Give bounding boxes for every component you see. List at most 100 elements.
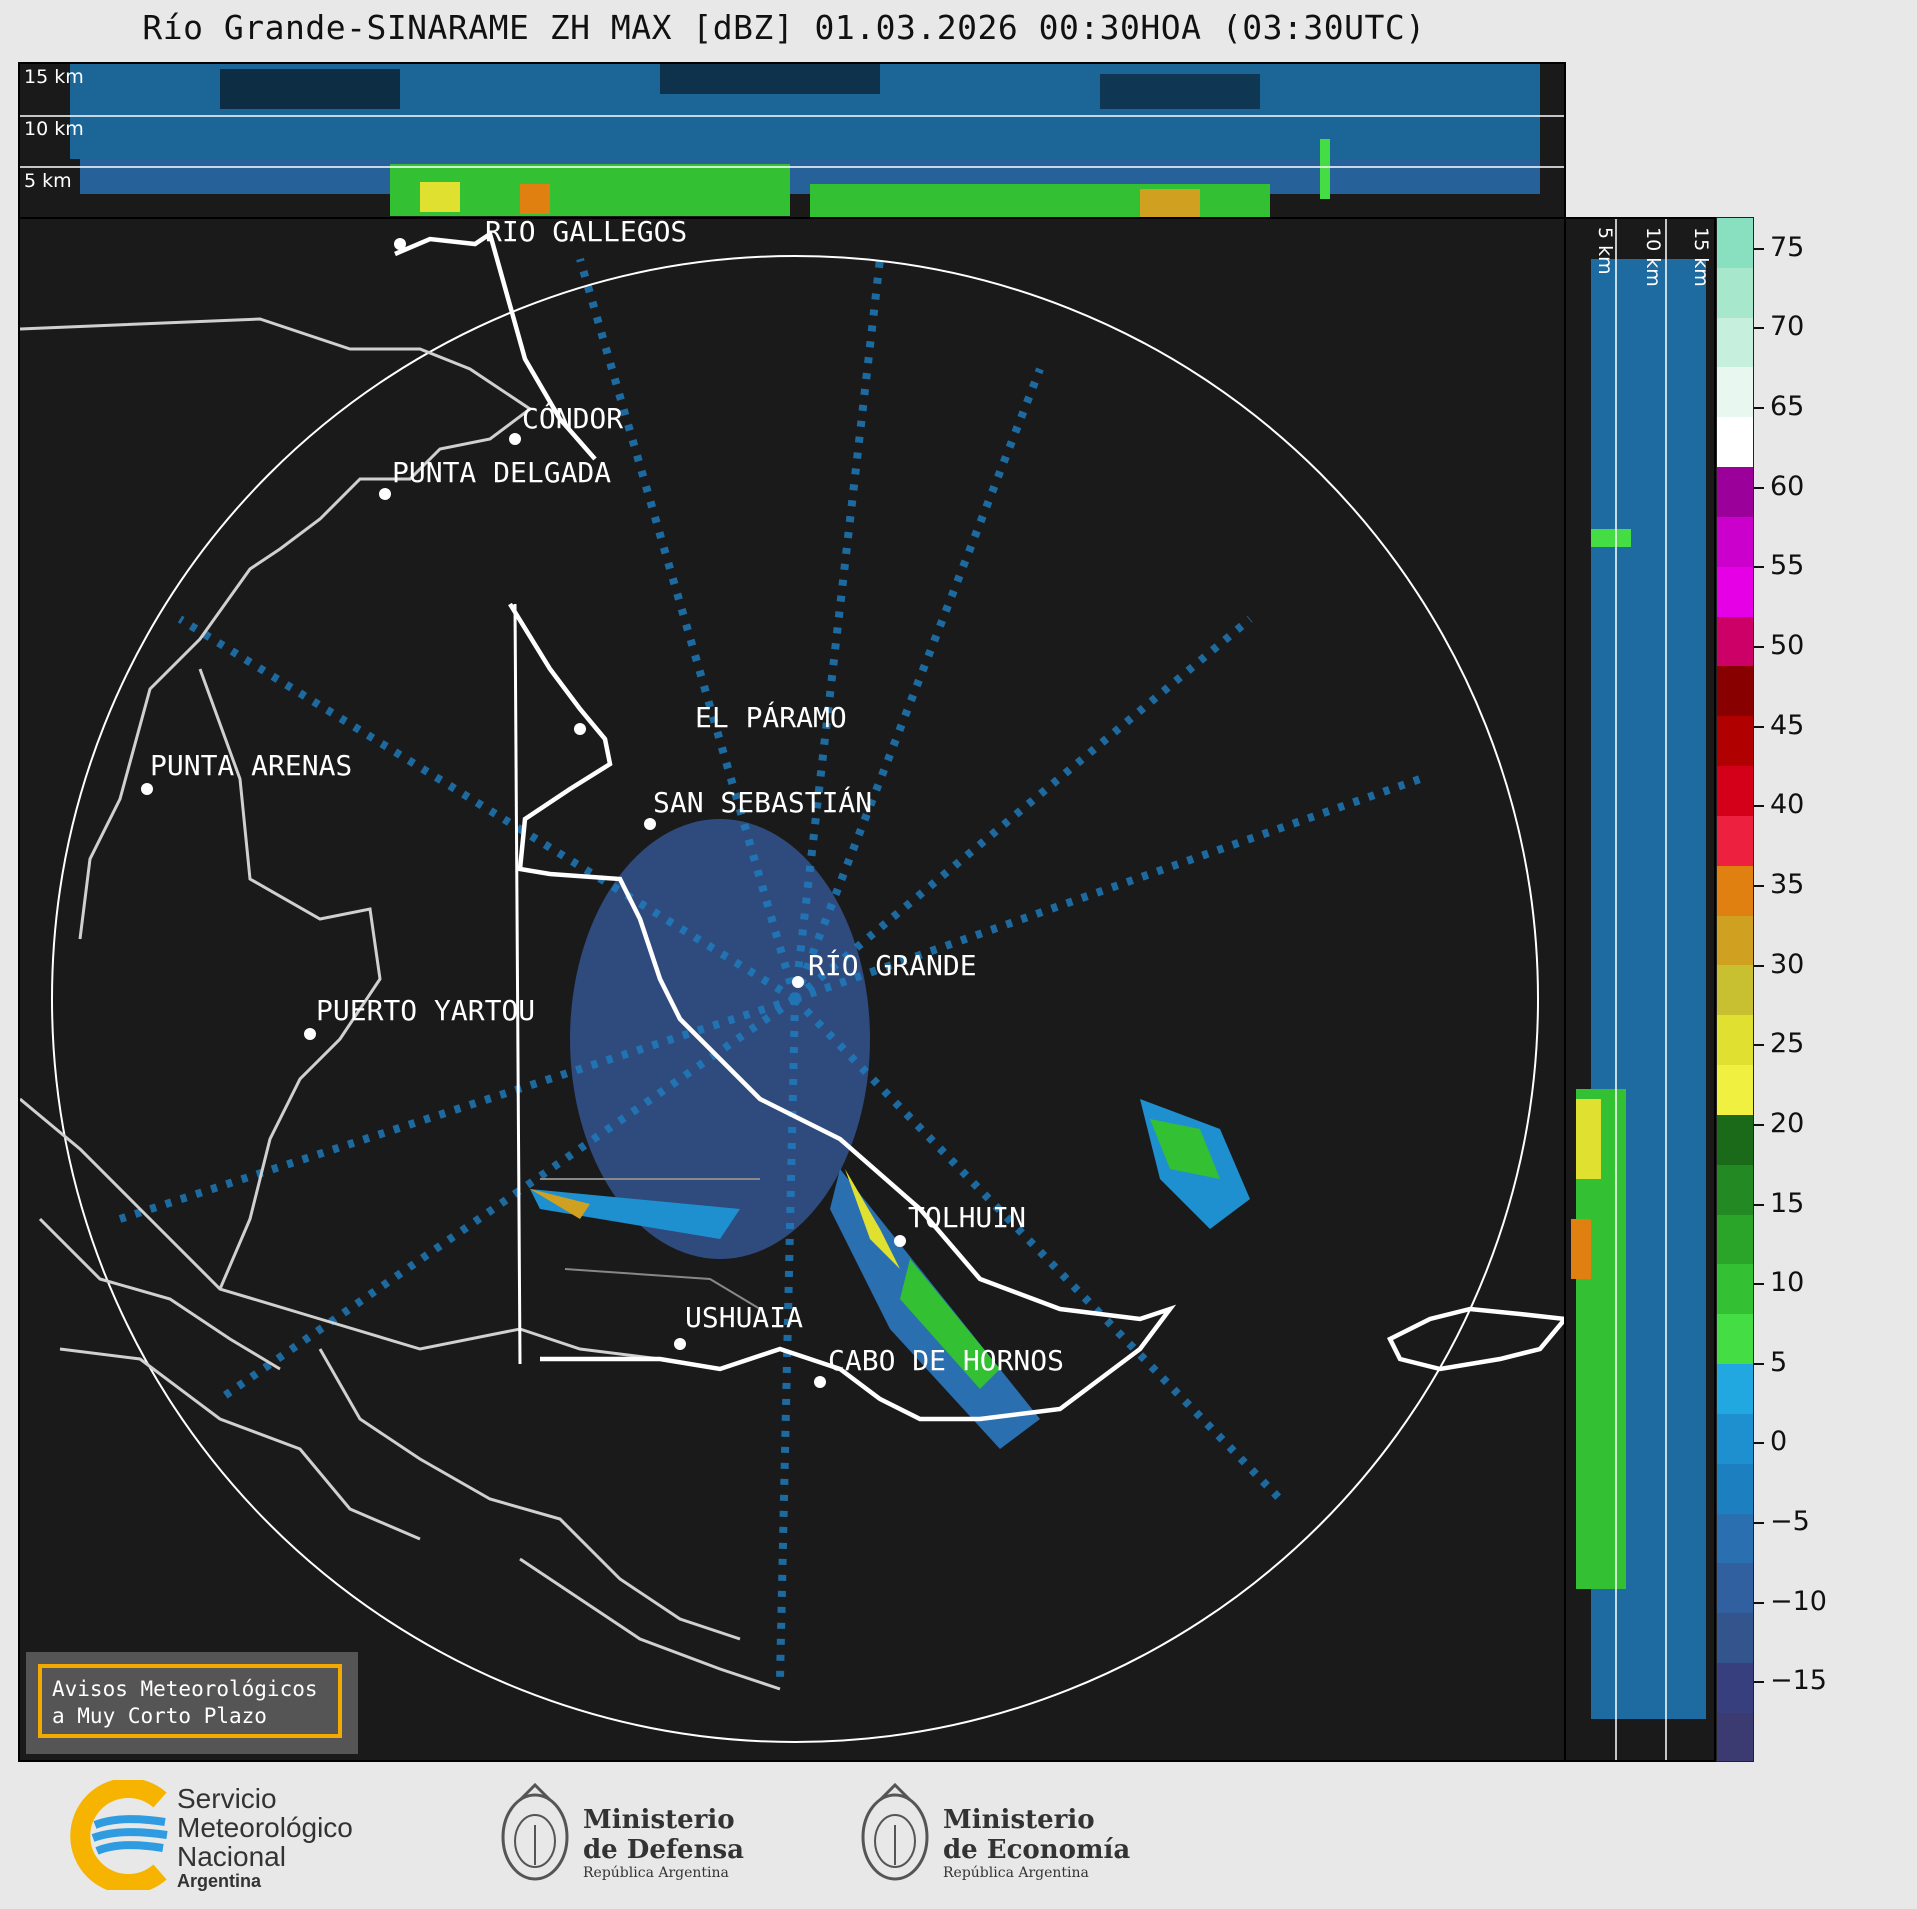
colorbar-tick [1754, 327, 1764, 330]
colorbar-tick [1754, 247, 1764, 250]
colorbar-tick-label: 45 [1770, 709, 1805, 741]
colorbar-swatch [1717, 965, 1753, 1016]
colorbar-tick [1754, 1283, 1764, 1286]
marker-punta-delgada [379, 488, 391, 500]
marker-san-sebastian [644, 818, 656, 830]
colorbar-tick [1754, 486, 1764, 489]
colorbar-tick-label: 0 [1770, 1426, 1788, 1458]
defensa-line-1: Ministerio [583, 1805, 735, 1835]
colorbar-tick-label: 60 [1770, 470, 1805, 502]
city-label-ushuaia: USHUAIA [685, 1301, 804, 1334]
colorbar-tick-label: 75 [1770, 231, 1805, 263]
colorbar-swatch [1717, 1364, 1753, 1414]
top-height-profile: 15 km 10 km 5 km [18, 62, 1566, 219]
defensa-logo: Ministerio de Defensa República Argentin… [495, 1775, 795, 1895]
city-label-rio-grande: RÍO GRANDE [808, 949, 977, 982]
city-label-el-paramo: EL PÁRAMO [695, 701, 847, 734]
colorbar-tick [1754, 805, 1764, 808]
notice-line-1: Avisos Meteorológicos [52, 1677, 318, 1701]
colorbar-swatch [1717, 666, 1753, 717]
marker-tolhuin [894, 1235, 906, 1247]
city-markers [141, 238, 906, 1388]
colorbar-tick-label: 30 [1770, 948, 1805, 980]
notice-line-2: a Muy Corto Plazo [52, 1704, 267, 1728]
smn-line-4: Argentina [177, 1871, 262, 1891]
economia-line-3: República Argentina [943, 1865, 1089, 1881]
colorbar-tick-label: 20 [1770, 1107, 1805, 1139]
range-ring [51, 255, 1539, 1743]
colorbar-tick-label: 35 [1770, 868, 1805, 900]
colorbar-swatch [1717, 1712, 1753, 1761]
colorbar-swatch [1717, 516, 1753, 567]
colorbar-tick [1754, 407, 1764, 410]
marker-ushuaia [674, 1338, 686, 1350]
colorbar-tick-label: −5 [1770, 1506, 1810, 1538]
colorbar-tick-label: 40 [1770, 789, 1805, 821]
colorbar-swatch [1717, 1314, 1753, 1365]
colorbar-swatch [1717, 1164, 1753, 1215]
smn-logo: Servicio Meteorológico Nacional Argentin… [55, 1780, 395, 1891]
city-label-cabo-de-hornos: CABO DE HORNOS [828, 1344, 1065, 1377]
colorbar-tick-label: 25 [1770, 1028, 1805, 1060]
colorbar-swatch [1717, 317, 1753, 368]
defensa-line-3: República Argentina [583, 1865, 729, 1881]
smn-line-2: Meteorológico [177, 1812, 353, 1843]
colorbar-tick [1754, 1522, 1764, 1525]
colorbar-tick [1754, 1203, 1764, 1206]
colorbar-swatch [1717, 766, 1753, 816]
notice-box[interactable]: Avisos Meteorológicos a Muy Corto Plazo [26, 1652, 358, 1754]
colorbar-tick-label: −15 [1770, 1665, 1827, 1697]
colorbar-swatch [1717, 1463, 1753, 1514]
marker-punta-arenas [141, 783, 153, 795]
colorbar-swatch [1717, 1264, 1753, 1315]
colorbar-tick [1754, 1601, 1764, 1604]
colorbar-swatch [1717, 467, 1753, 517]
height-label-15km: 15 km [24, 66, 84, 88]
height-label-5km: 5 km [24, 170, 72, 192]
city-label-punta-arenas: PUNTA ARENAS [150, 749, 353, 782]
city-label-puerto-yartou: PUERTO YARTOU [316, 994, 536, 1027]
colorbar-swatch [1717, 1214, 1753, 1265]
colorbar-swatch [1717, 417, 1753, 468]
colorbar-tick [1754, 1362, 1764, 1365]
city-label-san-sebastian: SAN SEBASTIÁN [653, 786, 873, 819]
colorbar-swatch [1717, 716, 1753, 767]
defensa-line-2: de Defensa [583, 1835, 744, 1865]
smn-logo-icon [70, 1780, 168, 1890]
colorbar-tick-label: 55 [1770, 550, 1805, 582]
colorbar-tick [1754, 1123, 1764, 1126]
colorbar-tick-label: −10 [1770, 1585, 1827, 1617]
colorbar-tick-label: 65 [1770, 391, 1805, 423]
coat-of-arms-icon [501, 1782, 569, 1881]
coat-of-arms-icon [861, 1782, 929, 1881]
economia-logo: Ministerio de Economía República Argenti… [855, 1775, 1175, 1895]
colorbar-tick-label: 15 [1770, 1187, 1805, 1219]
radar-map[interactable]: RÍO GALLEGOS CÓNDOR PUNTA DELGADA EL PÁR… [18, 217, 1566, 1762]
economia-line-1: Ministerio [943, 1805, 1095, 1835]
marker-condor [509, 433, 521, 445]
marker-cabo-de-hornos [814, 1376, 826, 1388]
city-label-tolhuin: TOLHUIN [908, 1201, 1027, 1234]
colorbar-swatch [1717, 367, 1753, 418]
colorbar-swatch [1717, 865, 1753, 916]
colorbar-swatch [1717, 1613, 1753, 1664]
colorbar-swatch [1717, 1114, 1753, 1165]
colorbar-swatch [1717, 815, 1753, 866]
colorbar-tick [1754, 884, 1764, 887]
colorbar-swatch [1717, 1015, 1753, 1066]
colorbar-tick [1754, 725, 1764, 728]
colorbar-swatch [1717, 915, 1753, 966]
side-height-label-10km: 10 km [1642, 227, 1664, 287]
marker-rio-grande [792, 976, 804, 988]
colorbar-swatch [1717, 267, 1753, 318]
radial-echoes [118, 257, 1422, 1680]
side-height-profile: 5 km 10 km 15 km [1564, 217, 1716, 1762]
colorbar-swatch [1717, 1065, 1753, 1115]
marker-puerto-yartou [304, 1028, 316, 1040]
side-height-label-15km: 15 km [1690, 227, 1712, 287]
colorbar-tick [1754, 1044, 1764, 1047]
colorbar-tick [1754, 1681, 1764, 1684]
colorbar [1716, 217, 1754, 1762]
colorbar-tick-label: 70 [1770, 311, 1805, 343]
economia-line-2: de Economía [943, 1835, 1131, 1865]
